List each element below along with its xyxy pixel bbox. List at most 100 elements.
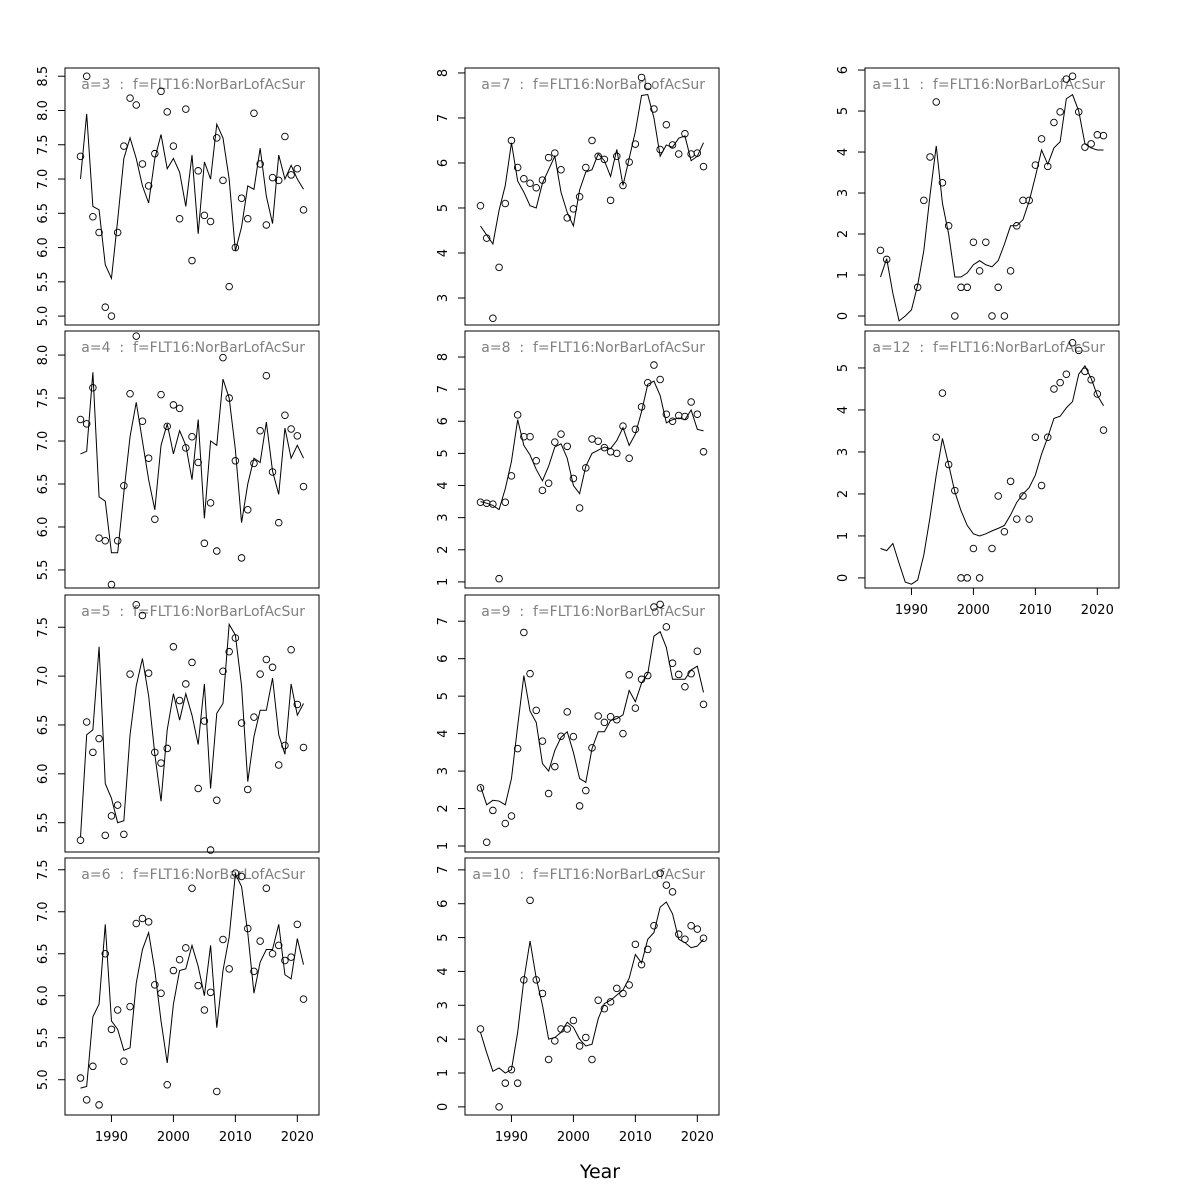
x-tick-label: 2010 [219,1130,252,1145]
fit-line [480,380,704,511]
point [575,504,584,512]
point [82,1096,91,1104]
point [293,432,302,440]
point [274,176,283,185]
point [89,748,97,757]
y-tick-label: 7.5 [36,859,51,880]
point [225,647,233,656]
y-tick-label: 7.0 [36,901,51,922]
y-tick-label: 5.5 [36,812,51,833]
y-tick-label: 6.5 [36,474,51,495]
point [219,176,227,185]
panel-title: a=10 : f=FLT16:NorBarLofAcSur [472,867,705,883]
y-tick-label: 8 [436,69,451,77]
point [938,389,947,397]
y-tick-label: 7.5 [36,617,51,638]
point [551,438,559,446]
x-tick-label: 2000 [957,603,990,618]
y-tick-label: 2 [436,804,451,812]
y-tick-label: 5 [436,933,451,941]
point [194,784,202,793]
point [76,152,85,161]
point [656,869,664,877]
point [551,762,559,771]
point [569,732,578,741]
point [107,1025,116,1034]
point [476,201,485,210]
point [101,949,110,958]
point [544,1055,553,1064]
point [144,182,153,190]
point [163,422,171,431]
x-tick-label: 2020 [1081,603,1114,618]
point [994,492,1002,500]
point [674,670,683,679]
point [169,401,178,409]
point [588,136,596,145]
point [182,105,190,113]
point [619,729,627,738]
point [594,437,602,445]
point [681,683,689,691]
point [882,255,891,264]
y-tick-label: 4 [836,406,851,414]
panel-title: a=4 : f=FLT16:NorBarLofAcSur [81,340,305,356]
point [274,941,283,950]
point [1037,481,1046,490]
point [544,153,553,162]
point [988,544,996,553]
point [1044,433,1052,441]
point [188,658,196,667]
point [287,171,295,179]
point [200,539,209,548]
point [250,713,258,721]
panel-title: a=6 : f=FLT16:NorBarLofAcSur [81,867,305,883]
point [256,426,264,435]
point [951,486,959,495]
point [89,383,97,392]
point [138,914,147,923]
point [281,132,289,141]
point [1019,492,1027,500]
point [495,263,503,272]
point [113,536,122,545]
point [231,457,240,465]
point [532,183,540,192]
y-tick-label: 0 [836,312,851,320]
point [95,1101,103,1109]
point [1068,72,1077,80]
plot-frame [864,67,1120,326]
point [1068,339,1077,347]
y-tick-label: 5 [836,107,851,115]
y-tick-label: 4 [436,967,451,975]
point [588,1055,596,1064]
point [138,611,147,620]
point [281,956,289,965]
point [575,1042,584,1050]
fit-line [80,872,304,1089]
point [213,134,221,142]
point [120,830,128,839]
point [557,732,565,740]
point [594,712,602,720]
point [281,411,289,419]
point [526,432,534,441]
point [76,415,85,424]
point [76,1074,85,1082]
point [544,789,553,798]
point [107,580,116,589]
x-tick-label: 2020 [281,1130,314,1145]
point [1031,433,1040,441]
point [563,214,571,222]
point [699,934,708,942]
point [169,142,178,150]
point [994,283,1002,292]
point [637,73,646,82]
point [1006,477,1015,486]
point [82,420,91,428]
point [1074,108,1083,116]
point [132,601,140,609]
point [194,458,202,467]
point [188,256,196,265]
panel-title: a=12 : f=FLT16:NorBarLofAcSur [872,340,1105,356]
